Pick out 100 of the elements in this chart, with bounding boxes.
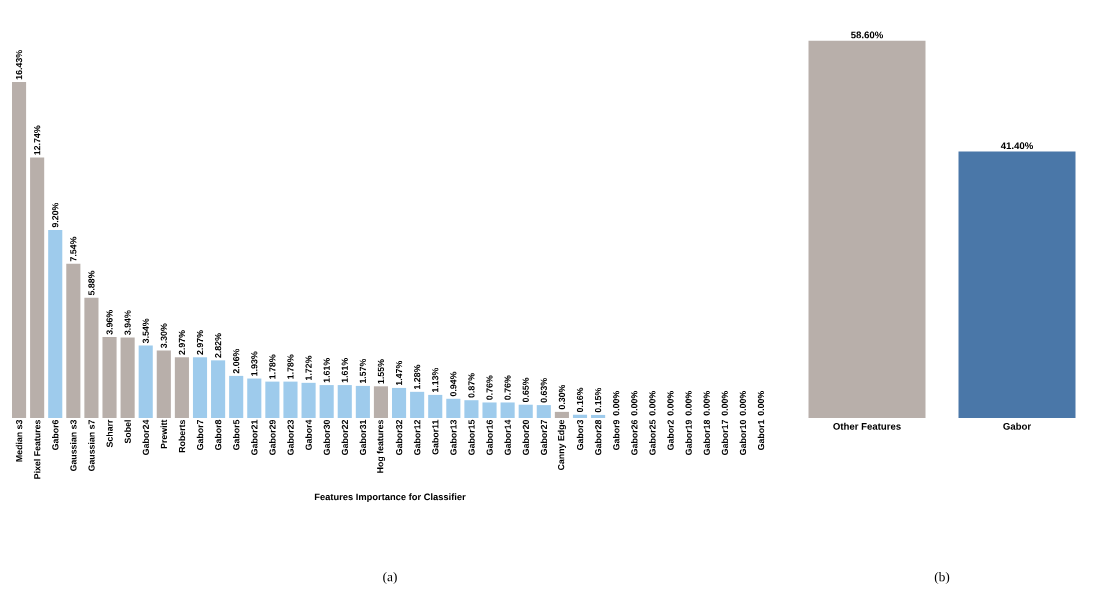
bar: [265, 381, 280, 418]
bar: [283, 381, 298, 418]
data-label: 3.30%: [160, 323, 167, 349]
x-tick-label: Gabor11: [432, 419, 439, 455]
data-label: 1.13%: [432, 367, 439, 393]
x-axis-title: Features Importance for Classifier: [314, 493, 466, 503]
x-tick-label: Gabor5: [232, 419, 240, 451]
x-tick-label: Roberts: [178, 419, 186, 453]
data-label: 0.76%: [486, 375, 493, 400]
bar: [48, 229, 63, 418]
bar: [591, 414, 606, 418]
data-label: 0.00%: [721, 391, 728, 416]
data-label: 41.40%: [1000, 142, 1034, 150]
data-label: 0.00%: [613, 391, 620, 416]
bar: [572, 414, 588, 418]
x-tick-label: Pixel Features: [33, 419, 41, 479]
bar: [301, 382, 316, 418]
bar: [482, 402, 497, 418]
data-label: 0.00%: [739, 391, 746, 416]
x-tick-label: Scharr: [106, 419, 113, 448]
bar: [554, 411, 569, 418]
x-tick-label: Gabor19: [685, 419, 692, 455]
data-label: 0.94%: [450, 371, 457, 397]
x-tick-label: Gabor20: [522, 419, 529, 455]
x-tick-label: Gabor1: [757, 419, 765, 451]
data-label: 1.47%: [395, 360, 403, 386]
data-label: 1.61%: [341, 358, 348, 383]
text: (b): [934, 571, 950, 585]
x-tick-label: Hog features: [376, 419, 386, 473]
data-label: 0.00%: [649, 391, 656, 416]
bar: [464, 400, 479, 418]
data-label: 0.00%: [703, 391, 710, 416]
bar: [120, 337, 135, 418]
bar: [373, 386, 389, 418]
bar: [84, 297, 99, 418]
data-label: 58.60%: [851, 31, 884, 39]
x-tick-label: Gabor9: [612, 419, 620, 451]
x-tick-label: Sobel: [124, 420, 131, 444]
x-tick-label: Gabor27: [540, 419, 548, 455]
data-label: 0.00%: [631, 391, 638, 416]
x-tick-label: Gabor18: [703, 419, 710, 455]
data-label: 1.57%: [359, 358, 366, 384]
x-tick-label: Gabor8: [214, 419, 222, 451]
x-tick-label: Gabor3: [576, 419, 584, 451]
data-label: 1.61%: [323, 358, 330, 383]
bar: [391, 387, 407, 418]
x-tick-label: Gabor2: [667, 419, 674, 451]
x-tick-label: Gabor25: [649, 419, 656, 455]
data-label: 0.15%: [594, 387, 602, 413]
x-tick-label: Gabor7: [196, 419, 204, 451]
bar: [355, 385, 370, 418]
x-tick-label: Median s3: [15, 419, 23, 462]
data-label: 1.78%: [287, 354, 294, 379]
bar: [102, 337, 117, 418]
bar: [410, 391, 425, 418]
x-tick-label: Prewitt: [160, 419, 168, 449]
x-tick-label: Gabor17: [721, 419, 728, 455]
bar: [428, 394, 443, 418]
data-label: 9.20%: [52, 202, 59, 228]
x-tick-label: Gabor26: [631, 419, 638, 455]
x-tick-label: Gabor: [1003, 422, 1031, 430]
data-label: 1.55%: [377, 359, 385, 384]
bar: [500, 402, 515, 418]
x-tick-label: Other Features: [833, 422, 901, 430]
x-tick-label: Gabor30: [323, 419, 330, 455]
bar: [192, 357, 208, 418]
x-tick-label: Gabor22: [341, 419, 348, 455]
bar: [319, 385, 334, 418]
data-label: 0.30%: [558, 384, 566, 410]
data-label: 12.74%: [34, 125, 41, 155]
x-tick-label: Gaussian s3: [70, 419, 77, 472]
data-label: 7.54%: [70, 236, 77, 262]
bar: [138, 345, 153, 418]
data-label: 0.00%: [685, 391, 692, 416]
data-label: 0.87%: [468, 373, 475, 398]
x-tick-label: Gabor15: [468, 419, 475, 455]
data-label: 0.00%: [667, 391, 674, 416]
data-label: 0.65%: [522, 377, 529, 403]
data-label: 3.54%: [142, 318, 149, 344]
x-tick-label: Gaussian s7: [88, 419, 95, 472]
x-tick-label: Gabor14: [504, 419, 511, 455]
text: (a): [383, 571, 397, 585]
bar: [66, 263, 81, 418]
x-tick-label: Gabor10: [739, 419, 747, 455]
bar: [229, 375, 244, 418]
bar: [337, 385, 352, 418]
bar: [247, 378, 262, 418]
data-label: 2.97%: [178, 330, 186, 355]
bar: [156, 350, 171, 418]
data-label: 0.16%: [576, 387, 584, 413]
data-label: 0.00%: [757, 391, 765, 416]
data-label: 1.72%: [305, 355, 312, 380]
x-tick-label: Gabor32: [395, 419, 403, 455]
data-label: 2.06%: [233, 348, 240, 374]
data-label: 2.97%: [196, 330, 204, 355]
x-tick-label: Gabor12: [413, 419, 421, 455]
bar: [11, 82, 27, 418]
data-label: 0.76%: [504, 375, 511, 400]
x-tick-label: Gabor28: [594, 419, 602, 455]
data-label: 2.82%: [214, 333, 222, 358]
